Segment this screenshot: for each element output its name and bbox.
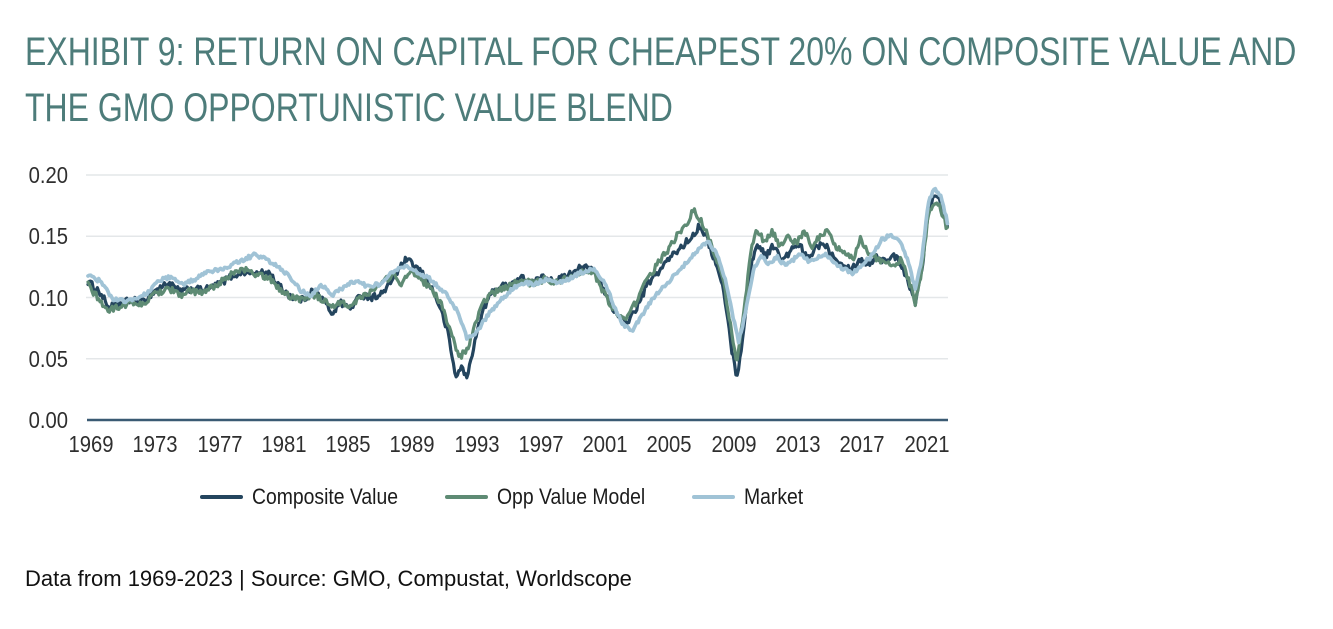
source-note: Data from 1969-2023 | Source: GMO, Compu…: [25, 566, 632, 591]
series-line-composite-value: [86, 194, 949, 380]
legend-label-opp-value-model: Opp Value Model: [496, 484, 646, 509]
chart-legend: Composite Value Opp Value Model Market: [200, 484, 812, 510]
x-tick-label: 2021: [903, 431, 950, 457]
x-tick-label: 1969: [68, 431, 114, 457]
x-tick-label: 1981: [261, 431, 307, 457]
x-tick-label: 2013: [775, 431, 821, 457]
chart-canvas: [86, 174, 950, 422]
exhibit-title: EXHIBIT 9: RETURN ON CAPITAL FOR CHEAPES…: [25, 24, 1333, 136]
x-tick-label: 1977: [197, 431, 243, 457]
legend-label-market: Market: [744, 484, 804, 509]
market-line-swatch: [692, 495, 736, 499]
legend-entry-composite-value: Composite Value: [200, 484, 418, 510]
legend-entry-opp-value-model: Opp Value Model: [444, 484, 665, 510]
y-tick-label: 0.10: [28, 284, 68, 311]
x-tick-label: 1985: [325, 431, 371, 457]
x-tick-label: 2001: [582, 431, 628, 457]
y-tick-label: 0.05: [28, 345, 68, 372]
series-line-opp-value-model: [86, 201, 949, 362]
y-tick-label: 0.00: [28, 407, 68, 433]
x-tick-label: 2017: [839, 431, 885, 457]
legend-entry-market: Market: [692, 484, 811, 510]
x-tick-label: 1973: [132, 431, 178, 457]
x-tick-label: 2005: [646, 431, 692, 457]
y-tick-label: 0.20: [28, 162, 68, 188]
composite-value-line-swatch: [200, 495, 243, 499]
series-line-market: [86, 186, 950, 345]
x-tick-label: 1989: [389, 431, 435, 457]
x-tick-label: 1993: [454, 431, 500, 457]
legend-label-composite-value: Composite Value: [252, 484, 398, 509]
x-tick-label: 1997: [518, 431, 564, 457]
y-tick-label: 0.15: [28, 223, 68, 250]
line-chart: 0.00 0.05 0.10 0.15 0.20 1969 1973 1977 1981 198…: [0, 150, 1333, 480]
opp-value-model-line-swatch: [444, 495, 488, 499]
exhibit-title-line1: EXHIBIT 9: RETURN ON CAPITAL FOR CHEAPES…: [25, 30, 1297, 74]
x-tick-label: 2009: [711, 431, 757, 457]
exhibit-title-line2: THE GMO OPPORTUNISTIC VALUE BLEND: [25, 86, 673, 130]
